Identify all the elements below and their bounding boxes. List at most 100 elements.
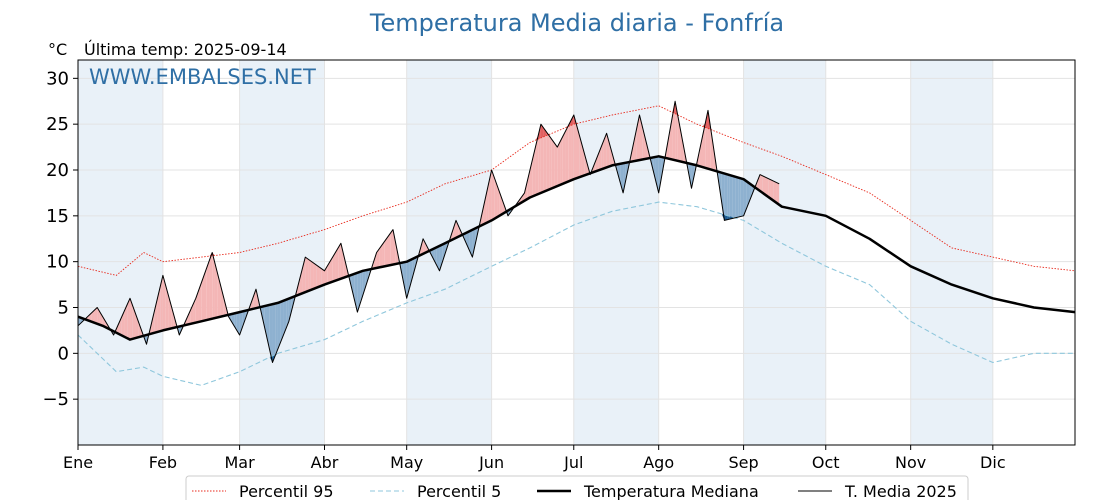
- fill-above-median: [91, 310, 95, 323]
- y-tick-label: 10: [46, 252, 69, 273]
- fill-above-median: [384, 237, 388, 267]
- fill-above-median: [94, 307, 98, 324]
- fill-above-median: [187, 310, 191, 325]
- fill-above-median: [584, 154, 588, 176]
- fill-above-median: [699, 136, 703, 168]
- month-band: [573, 60, 659, 445]
- fill-above-median: [540, 124, 544, 193]
- fill-above-median: [535, 135, 539, 196]
- fill-above-median: [609, 143, 613, 167]
- fill-below-median: [691, 164, 695, 189]
- fill-above-median: [390, 229, 393, 266]
- fill-above-median: [576, 124, 580, 179]
- plot-frame: [77, 59, 1076, 446]
- fill-below-median: [288, 297, 292, 322]
- series-line-median: [77, 155, 1076, 341]
- fill-above-median: [491, 170, 495, 221]
- fill-above-median: [488, 170, 492, 222]
- fill-below-median: [620, 163, 624, 193]
- fill-below-median: [360, 270, 363, 304]
- fill-above-median: [499, 192, 503, 216]
- fill-below-median: [277, 301, 281, 349]
- series-lines: [77, 100, 1076, 386]
- fill-above-median: [546, 131, 550, 191]
- fill-above-median: [253, 289, 257, 309]
- fill-below-median: [234, 312, 237, 331]
- fill-above-median: [299, 267, 303, 295]
- fill-above-median: [223, 295, 226, 317]
- fill-below-median: [365, 269, 369, 287]
- fill-above-median: [127, 298, 131, 340]
- fill-below-median: [658, 156, 662, 193]
- fill-above-median: [527, 170, 530, 200]
- fill-above-median: [321, 268, 325, 286]
- fill-below-median: [362, 270, 366, 296]
- x-tick-label: Ene: [63, 453, 93, 472]
- fill-above-median: [494, 177, 498, 219]
- fill-below-median: [727, 174, 730, 220]
- x-tick-label: May: [390, 453, 423, 472]
- fill-above-median: [313, 262, 317, 289]
- fill-above-median: [162, 275, 166, 331]
- fill-below-median: [469, 229, 473, 258]
- fill-above-median: [639, 115, 643, 161]
- fill-below-median: [286, 298, 289, 329]
- fill-above-median: [483, 194, 487, 225]
- fill-above-median: [217, 273, 221, 318]
- fill-below-median: [721, 172, 725, 221]
- fill-above-median: [165, 285, 169, 330]
- x-tick-label: Dic: [980, 453, 1006, 472]
- fill-below-median: [406, 260, 410, 299]
- legend-label-median: Temperatura Mediana: [583, 482, 759, 500]
- month-band: [78, 60, 163, 445]
- fill-above-median: [195, 290, 199, 323]
- fill-above-median: [453, 220, 456, 240]
- fill-above-median: [562, 131, 566, 184]
- fill-below-median: [740, 178, 744, 217]
- fill-above-median: [773, 181, 777, 203]
- month-bands: [78, 60, 993, 445]
- series-line-current: [77, 100, 780, 363]
- fill-below-median: [275, 302, 278, 356]
- fill-above-median: [121, 310, 125, 337]
- fill-above-median: [760, 174, 763, 193]
- y-tick-label: 15: [46, 206, 69, 227]
- x-axis: Ene Feb Mar Abr May Jun Jul Ago Sep Oct Nov Dic: [63, 445, 1006, 472]
- fill-below-p5: [275, 353, 278, 356]
- fill-above-median: [324, 266, 328, 285]
- x-tick-label: Oct: [812, 453, 840, 472]
- fill-above-median: [675, 101, 678, 161]
- fill-above-median: [392, 229, 396, 265]
- fill-above-median: [423, 238, 426, 254]
- fill-above-median: [768, 178, 771, 199]
- fill-above-median: [335, 247, 339, 281]
- fill-below-median: [231, 313, 235, 326]
- fill-above-median: [532, 147, 536, 197]
- legend-label-p95: Percentil 95: [239, 482, 334, 500]
- fill-above-median: [171, 305, 174, 329]
- fill-above-median: [765, 177, 769, 197]
- fill-above-median: [157, 286, 161, 332]
- y-tick-label: 0: [58, 343, 69, 364]
- fill-above-median: [338, 243, 341, 280]
- fill-below-median: [472, 228, 476, 258]
- chart-title: Temperatura Media diaria - Fonfría: [369, 9, 784, 37]
- fill-below-median: [409, 259, 413, 289]
- fill-above-median: [151, 309, 155, 334]
- x-tick-label: Jul: [563, 453, 583, 472]
- fill-below-median: [732, 175, 736, 219]
- fill-below-median: [623, 162, 626, 193]
- y-tick-label: 5: [58, 298, 69, 319]
- y-tick-label: 25: [46, 114, 69, 135]
- fill-above-median: [130, 298, 133, 340]
- fill-above-median: [116, 322, 120, 335]
- month-band: [743, 60, 826, 445]
- fill-below-median: [729, 175, 733, 220]
- fill-above-median: [642, 126, 645, 160]
- fill-below-median: [272, 303, 276, 363]
- fill-above-median: [770, 179, 774, 201]
- fill-above-median: [382, 241, 385, 267]
- fill-above-median: [214, 263, 218, 318]
- fill-below-median: [464, 232, 467, 245]
- month-band: [910, 60, 993, 445]
